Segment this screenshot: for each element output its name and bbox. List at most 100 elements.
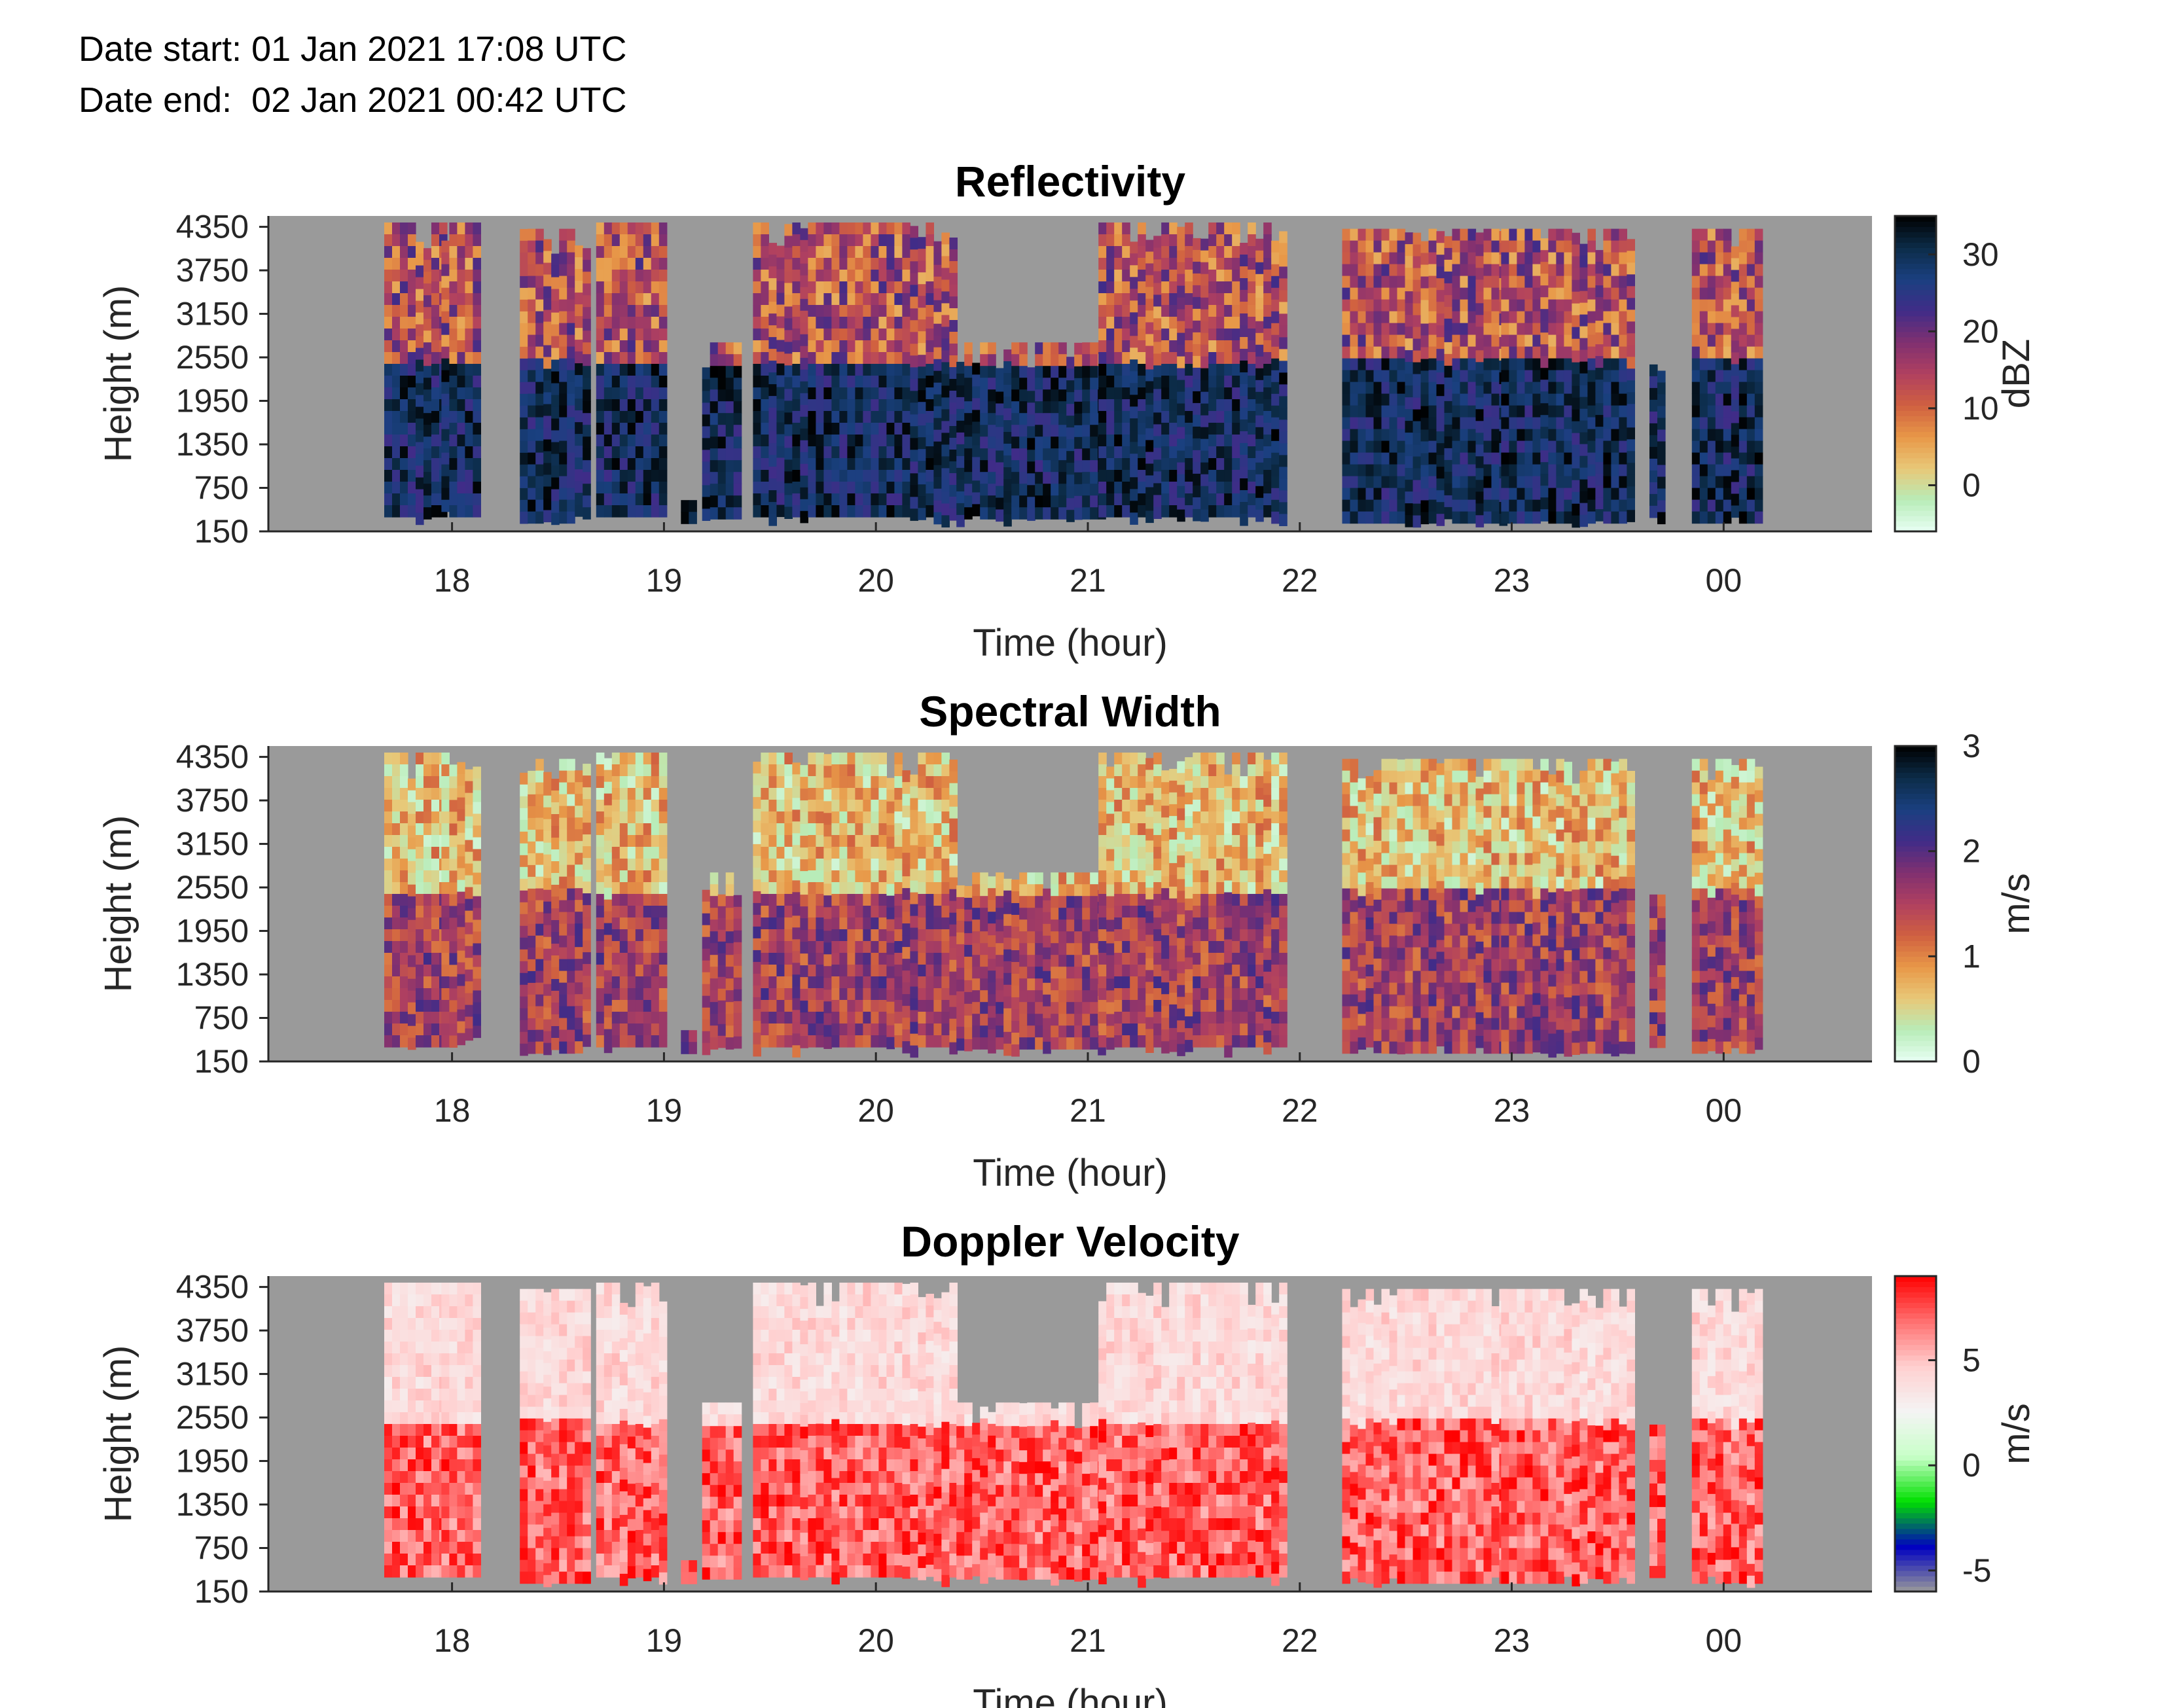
heatmap-cell <box>949 344 958 356</box>
heatmap-cell <box>392 929 401 942</box>
heatmap-cell <box>1153 377 1162 389</box>
heatmap-cell <box>1397 405 1406 418</box>
heatmap-cell <box>1564 358 1572 371</box>
heatmap-cell <box>575 923 583 936</box>
heatmap-cell <box>1358 488 1367 501</box>
heatmap-cell <box>839 823 848 836</box>
heatmap-cell <box>1707 452 1716 465</box>
heatmap-cell <box>792 340 801 353</box>
heatmap-cell <box>1106 470 1115 482</box>
heatmap-cell <box>520 808 528 821</box>
heatmap-cell <box>1483 488 1492 501</box>
heatmap-cell <box>1114 246 1123 258</box>
heatmap-cell <box>702 1007 711 1020</box>
heatmap-cell <box>816 305 824 317</box>
heatmap-cell <box>423 917 432 930</box>
colorbar-segment <box>1895 352 1936 359</box>
heatmap-cell <box>1475 456 1485 469</box>
heatmap-cell <box>651 399 660 412</box>
heatmap-cell <box>1138 411 1146 423</box>
heatmap-cell <box>1177 321 1185 334</box>
heatmap-cell <box>1707 311 1716 324</box>
heatmap-cell <box>535 794 544 807</box>
heatmap-cell <box>1169 364 1178 376</box>
heatmap-cell <box>808 423 816 435</box>
heatmap-cell <box>702 485 711 497</box>
heatmap-cell <box>1090 460 1098 472</box>
heatmap-cell <box>823 305 832 317</box>
heatmap-cell <box>964 389 973 402</box>
heatmap-cell <box>1271 358 1280 371</box>
heatmap-cell <box>910 285 918 297</box>
heatmap-cell <box>823 1001 832 1014</box>
heatmap-cell <box>1122 258 1130 270</box>
heatmap-cell <box>583 307 591 319</box>
heatmap-cell <box>635 953 644 965</box>
heatmap-cell <box>441 488 450 501</box>
heatmap-cell <box>1185 246 1193 258</box>
heatmap-cell <box>855 317 863 329</box>
heatmap-cell <box>1397 264 1406 277</box>
heatmap-cell <box>416 265 424 278</box>
heatmap-cell <box>423 988 432 1001</box>
heatmap-cell <box>441 870 450 883</box>
heatmap-cell <box>768 408 777 420</box>
heatmap-cell <box>551 359 560 372</box>
heatmap-cell <box>1279 349 1287 361</box>
heatmap-cell <box>431 222 440 235</box>
heatmap-cell <box>449 246 458 258</box>
heatmap-cell <box>1649 399 1658 412</box>
heatmap-cell <box>1106 387 1115 400</box>
heatmap-cell <box>800 1001 808 1013</box>
heatmap-cell <box>619 847 628 859</box>
heatmap-cell <box>643 953 652 965</box>
heatmap-cell <box>800 357 808 370</box>
heatmap-cell <box>753 281 761 294</box>
heatmap-cell <box>1603 370 1611 383</box>
heatmap-cell <box>457 270 465 282</box>
heatmap-cell <box>449 258 458 270</box>
heatmap-cell <box>910 845 918 858</box>
heatmap-cell <box>1263 387 1272 400</box>
heatmap-cell <box>710 378 719 390</box>
heatmap-cell <box>400 882 408 895</box>
heatmap-cell <box>902 411 910 423</box>
heatmap-cell <box>1657 500 1666 513</box>
heatmap-cell <box>457 1033 465 1046</box>
heatmap-cell <box>1691 240 1701 253</box>
heatmap-cell <box>1579 314 1588 327</box>
heatmap-cell <box>855 234 863 247</box>
heatmap-cell <box>627 941 636 953</box>
heatmap-cell <box>596 929 605 942</box>
heatmap-cell <box>635 870 644 883</box>
heatmap-cell <box>1524 370 1533 383</box>
heatmap-cell <box>681 500 689 512</box>
heatmap-cell <box>1153 365 1162 378</box>
heatmap-cell <box>1413 421 1422 434</box>
heatmap-cell <box>1754 370 1763 383</box>
heatmap-cell <box>400 340 408 353</box>
heatmap-cell <box>465 222 473 235</box>
heatmap-cell <box>528 770 536 783</box>
heatmap-cell <box>855 917 863 930</box>
heatmap-cell <box>863 281 871 294</box>
heatmap-cell <box>1279 490 1287 503</box>
heatmap-cell <box>423 788 432 800</box>
heatmap-cell <box>583 507 591 520</box>
heatmap-cell <box>855 894 863 906</box>
heatmap-cell <box>1595 497 1604 510</box>
heatmap-cell <box>1185 222 1193 235</box>
heatmap-cell <box>575 351 583 364</box>
heatmap-cell <box>1342 334 1351 347</box>
heatmap-cell <box>520 252 528 265</box>
heatmap-cell <box>1224 305 1233 317</box>
heatmap-cell <box>416 383 424 396</box>
heatmap-cell <box>702 1042 711 1056</box>
heatmap-cell <box>658 364 668 376</box>
heatmap-cell <box>1509 405 1517 418</box>
heatmap-cell <box>1467 252 1477 265</box>
heatmap-cell <box>1731 364 1740 377</box>
heatmap-cell <box>473 305 481 317</box>
heatmap-cell <box>1548 511 1557 524</box>
heatmap-cell <box>1509 287 1517 300</box>
